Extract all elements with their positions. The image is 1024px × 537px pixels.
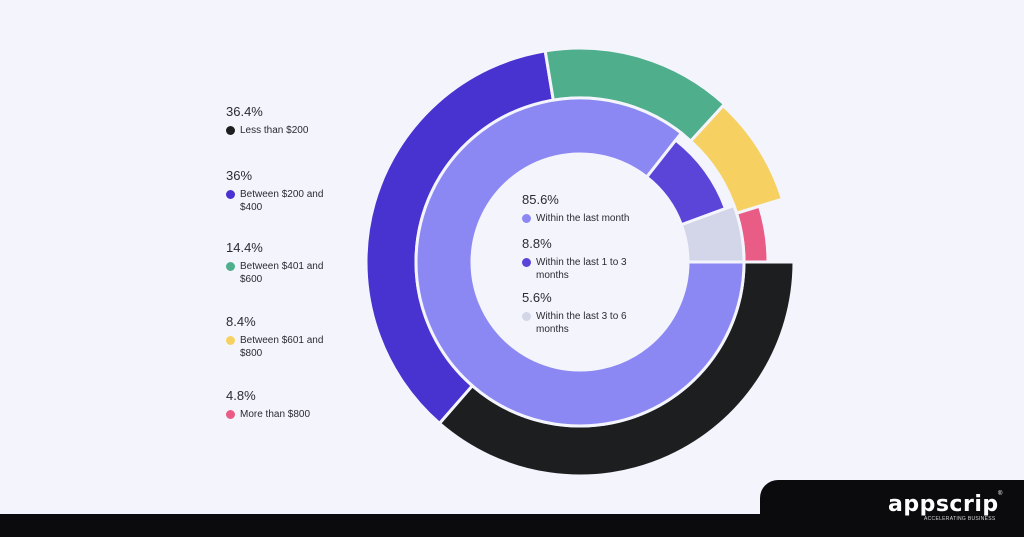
legend-dot-icon [226, 126, 235, 135]
legend-value: 36% [226, 168, 253, 183]
registered-mark: ® [998, 491, 1003, 497]
legend-value: 4.8% [226, 388, 256, 403]
legend-value: 36.4% [226, 104, 263, 119]
legend-entry-between-601-and-800: 8.4% Between $601 and $800 [226, 314, 366, 360]
legend-label: Within the last 3 to 6 months [536, 311, 627, 335]
legend-label: More than $800 [240, 409, 311, 420]
legend-entry-within-the-last-3-to-6-months: 5.6% Within the last 3 to 6 months [522, 290, 662, 336]
legend-value: 14.4% [226, 240, 263, 255]
legend-dot-icon [522, 214, 531, 223]
legend-label: Between $601 and $800 [240, 335, 324, 359]
legend-entry-less-than-200: 36.4% Less than $200 [226, 104, 366, 137]
legend-value: 85.6% [522, 192, 559, 207]
legend-dot-icon [522, 312, 531, 321]
brand-tagline: ACCELERATING BUSINESS [924, 516, 996, 522]
legend-dot-icon [226, 336, 235, 345]
legend-dot-icon [226, 410, 235, 419]
legend-label: Within the last month [536, 213, 630, 224]
legend-label: Less than $200 [240, 125, 309, 136]
legend-entry-within-the-last-1-to-3-months: 8.8% Within the last 1 to 3 months [522, 236, 662, 282]
legend-dot-icon [226, 190, 235, 199]
footer-logo-tab [760, 480, 1024, 537]
legend-value: 8.8% [522, 236, 552, 251]
legend-label: Within the last 1 to 3 months [536, 257, 627, 281]
legend-entry-within-the-last-month: 85.6% Within the last month [522, 192, 662, 225]
legend-label: Between $200 and $400 [240, 189, 324, 213]
brand-logo: appscrip [888, 492, 999, 517]
legend-entry-between-200-and-400: 36% Between $200 and $400 [226, 168, 366, 214]
legend-dot-icon [226, 262, 235, 271]
legend-entry-between-401-and-600: 14.4% Between $401 and $600 [226, 240, 366, 286]
legend-entry-more-than-800: 4.8% More than $800 [226, 388, 366, 421]
legend-dot-icon [522, 258, 531, 267]
legend-label: Between $401 and $600 [240, 261, 324, 285]
legend-value: 5.6% [522, 290, 552, 305]
legend-value: 8.4% [226, 314, 256, 329]
